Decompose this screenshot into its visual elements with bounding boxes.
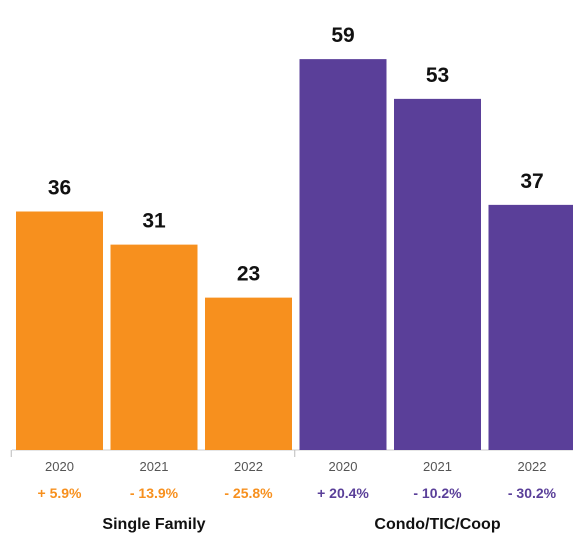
labels-layer: 36 2020 + 5.9% 31 2021 - 13.9% 23 2022 - 25.8% Si… (38, 24, 557, 533)
bar-value-label: 23 (237, 263, 260, 286)
percent-change-label: + 5.9% (38, 485, 83, 501)
bar-value-label: 31 (142, 210, 166, 233)
x-tick-label: 2022 (518, 459, 547, 474)
bar-2-2 (394, 98, 481, 450)
bar-value-label: 53 (426, 64, 449, 87)
x-tick-label: 2021 (423, 459, 452, 474)
bar-value-label: 59 (331, 24, 354, 47)
x-tick-label: 2021 (140, 459, 169, 474)
bar-1-1 (16, 211, 103, 450)
percent-change-label: - 13.9% (130, 485, 179, 501)
x-tick-label: 2020 (329, 459, 358, 474)
bar-2-3 (488, 204, 573, 450)
percent-change-label: + 20.4% (317, 485, 369, 501)
percent-change-label: - 25.8% (224, 485, 273, 501)
group-label: Single Family (102, 516, 205, 533)
bar-1-2 (110, 244, 198, 450)
bar-value-label: 36 (48, 177, 71, 200)
bars-layer (10, 59, 573, 457)
bar-2-1 (299, 59, 387, 450)
x-tick-label: 2020 (45, 459, 74, 474)
bar-1-3 (205, 297, 292, 450)
group-label: Condo/TIC/Coop (374, 516, 500, 533)
x-tick-label: 2022 (234, 459, 263, 474)
percent-change-label: - 10.2% (413, 485, 462, 501)
bar-value-label: 37 (520, 170, 543, 193)
percent-change-label: - 30.2% (508, 485, 557, 501)
